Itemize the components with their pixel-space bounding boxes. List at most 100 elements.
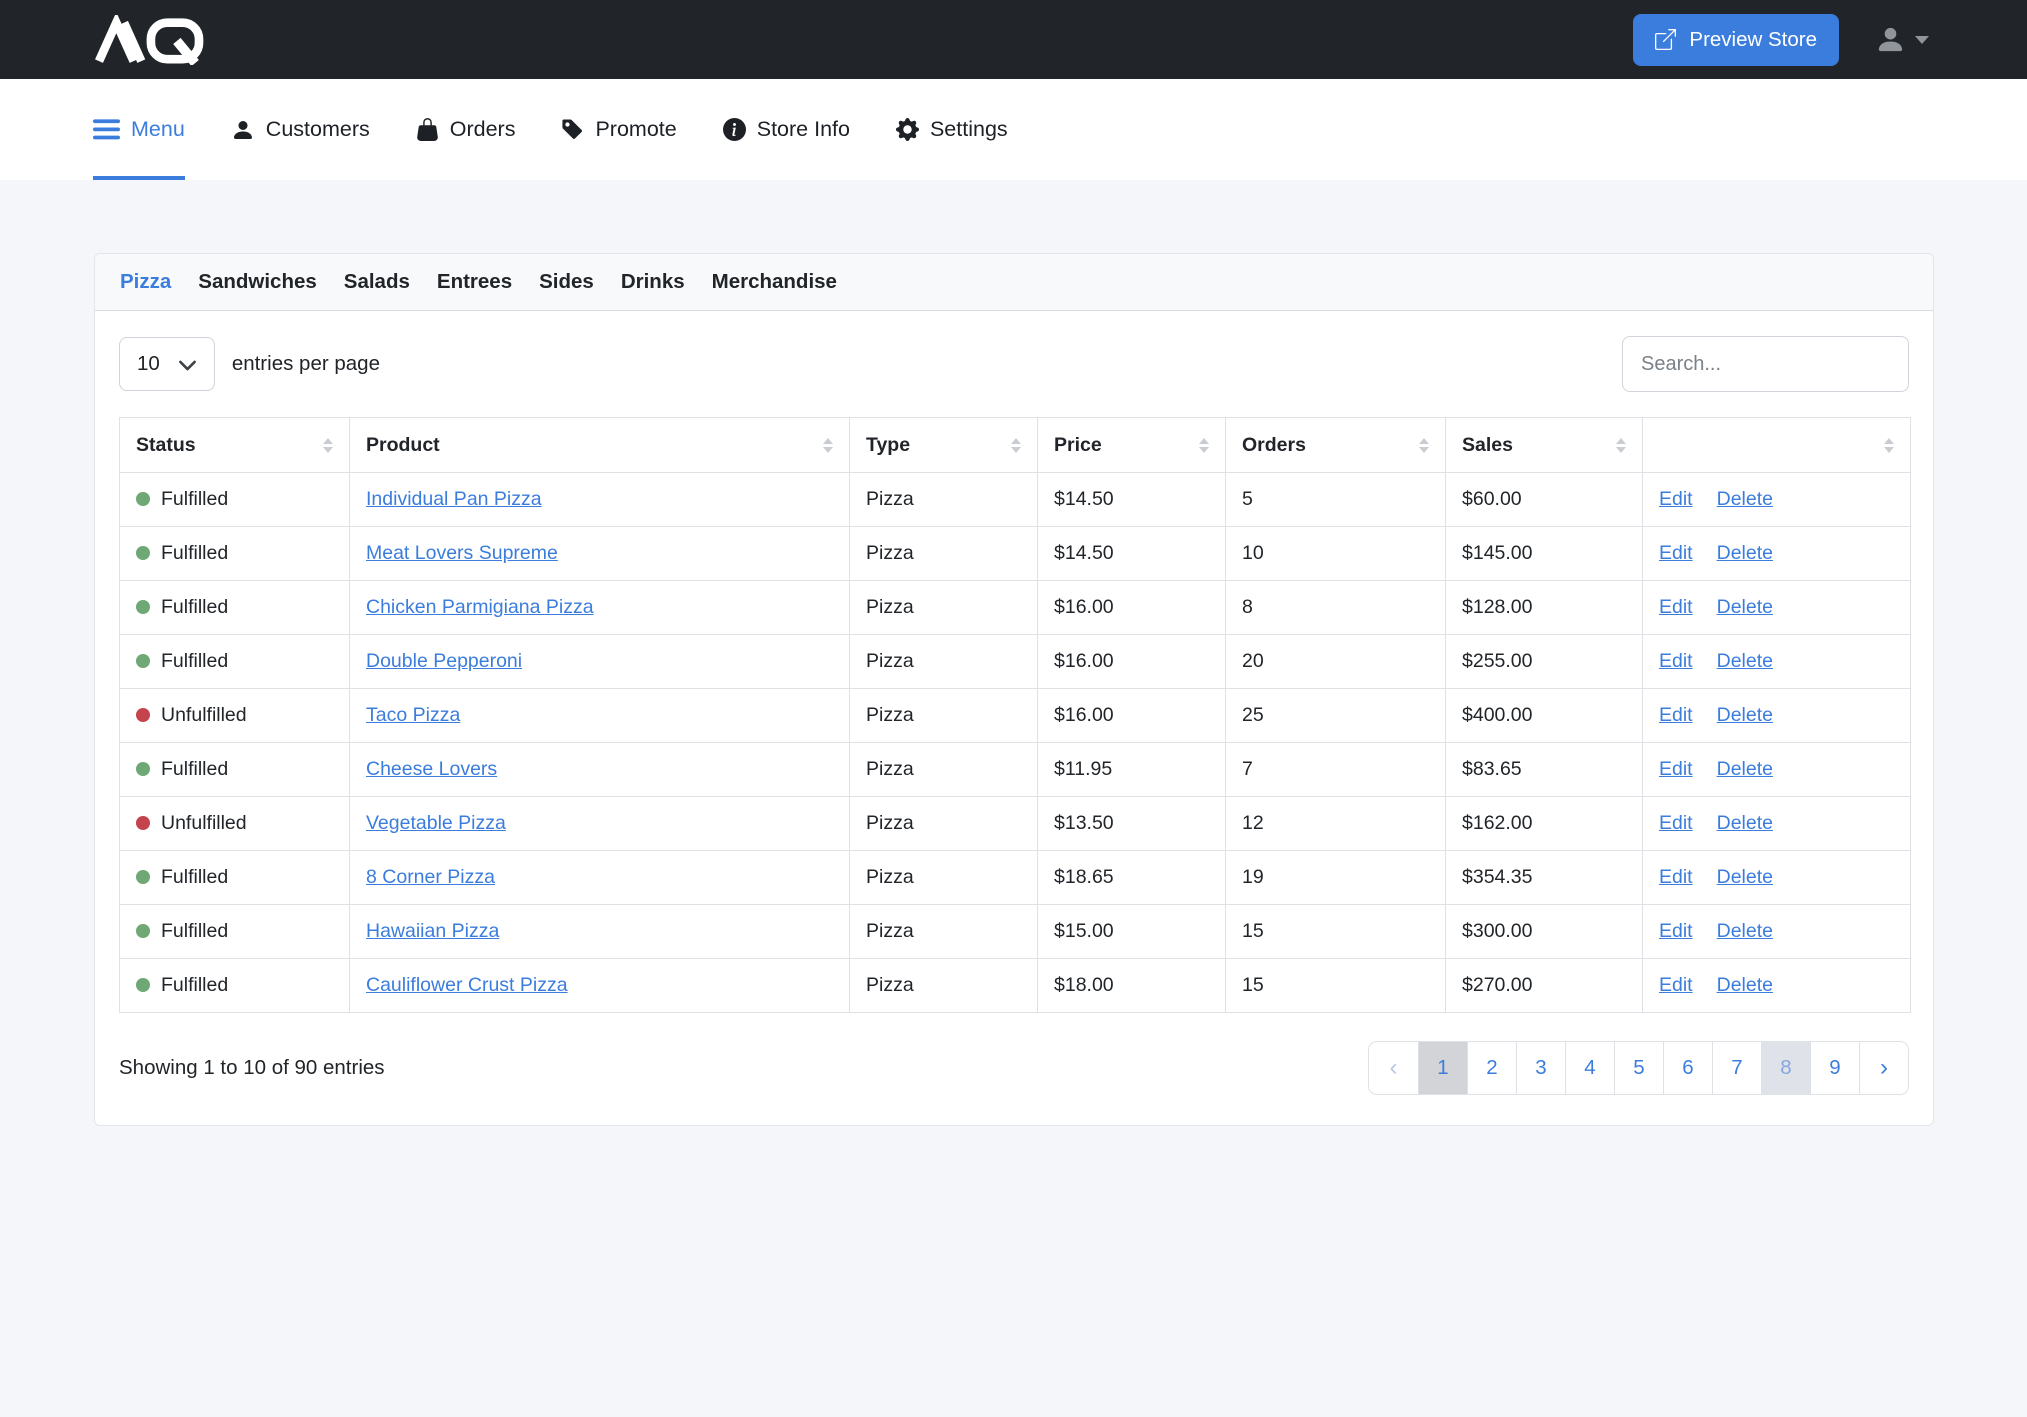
column-label: Type bbox=[866, 433, 911, 456]
product-link[interactable]: 8 Corner Pizza bbox=[366, 866, 495, 888]
nav-item-store-info[interactable]: Store Info bbox=[722, 79, 850, 180]
delete-link[interactable]: Delete bbox=[1716, 650, 1773, 672]
type-cell: Pizza bbox=[849, 904, 1038, 959]
nav-item-menu[interactable]: Menu bbox=[93, 79, 185, 180]
delete-link[interactable]: Delete bbox=[1716, 974, 1773, 996]
price-cell: $16.00 bbox=[1037, 580, 1226, 635]
delete-link[interactable]: Delete bbox=[1716, 866, 1773, 888]
orders-cell: 7 bbox=[1225, 742, 1446, 797]
page-button-3[interactable]: 3 bbox=[1516, 1042, 1565, 1094]
product-link[interactable]: Vegetable Pizza bbox=[366, 812, 506, 834]
status-cell: Fulfilled bbox=[119, 958, 350, 1013]
price-cell: $18.00 bbox=[1037, 958, 1226, 1013]
status-dot bbox=[136, 762, 150, 776]
nav-item-orders[interactable]: Orders bbox=[416, 79, 515, 180]
tab-sides[interactable]: Sides bbox=[539, 270, 594, 293]
price-cell: $14.50 bbox=[1037, 472, 1226, 527]
page-button-1[interactable]: 1 bbox=[1418, 1042, 1467, 1094]
page-button-6[interactable]: 6 bbox=[1663, 1042, 1712, 1094]
type-cell: Pizza bbox=[849, 742, 1038, 797]
edit-link[interactable]: Edit bbox=[1659, 650, 1693, 672]
orders-cell: 20 bbox=[1225, 634, 1446, 689]
edit-link[interactable]: Edit bbox=[1659, 704, 1693, 726]
column-header-sales[interactable]: Sales bbox=[1445, 417, 1643, 473]
edit-link[interactable]: Edit bbox=[1659, 812, 1693, 834]
delete-link[interactable]: Delete bbox=[1716, 488, 1773, 510]
nav-item-label: Promote bbox=[595, 117, 677, 141]
tab-entrees[interactable]: Entrees bbox=[436, 270, 513, 293]
edit-link[interactable]: Edit bbox=[1659, 866, 1693, 888]
user-menu-button[interactable] bbox=[1875, 24, 1929, 55]
status-cell: Fulfilled bbox=[119, 580, 350, 635]
prev-page-button[interactable]: ‹ bbox=[1389, 1054, 1398, 1081]
table-row: Unfulfilled Taco Pizza Pizza $16.00 25 $400.0… bbox=[119, 688, 1911, 743]
status-cell: Fulfilled bbox=[119, 850, 350, 905]
actions-cell: Edit Delete bbox=[1642, 742, 1911, 797]
product-cell: Double Pepperoni bbox=[349, 634, 850, 689]
info-icon bbox=[722, 118, 746, 141]
topbar-right: Preview Store bbox=[1633, 13, 1929, 66]
status-cell: Fulfilled bbox=[119, 526, 350, 581]
delete-link[interactable]: Delete bbox=[1716, 596, 1773, 618]
product-link[interactable]: Cauliflower Crust Pizza bbox=[366, 974, 568, 996]
search-input[interactable] bbox=[1622, 336, 1909, 392]
product-link[interactable]: Individual Pan Pizza bbox=[366, 488, 542, 510]
page-button-4[interactable]: 4 bbox=[1565, 1042, 1614, 1094]
tab-drinks[interactable]: Drinks bbox=[620, 270, 685, 293]
tab-merchandise[interactable]: Merchandise bbox=[711, 270, 837, 293]
nav-item-promote[interactable]: Promote bbox=[561, 79, 677, 180]
edit-link[interactable]: Edit bbox=[1659, 488, 1693, 510]
delete-link[interactable]: Delete bbox=[1716, 704, 1773, 726]
sales-cell: $400.00 bbox=[1445, 688, 1643, 743]
column-header-type[interactable]: Type bbox=[849, 417, 1038, 473]
tab-sandwiches[interactable]: Sandwiches bbox=[198, 270, 317, 293]
sort-icon bbox=[323, 437, 333, 453]
next-page-button[interactable]: › bbox=[1859, 1042, 1908, 1094]
preview-store-label: Preview Store bbox=[1689, 27, 1817, 51]
page-button-9[interactable]: 9 bbox=[1810, 1042, 1859, 1094]
logo[interactable] bbox=[88, 14, 210, 65]
table-row: Fulfilled Cauliflower Crust Pizza Pizza $18… bbox=[119, 958, 1911, 1013]
menu-card: Pizza Sandwiches Salads Entrees Sides Drinks M… bbox=[94, 253, 1934, 1126]
nav-item-settings[interactable]: Settings bbox=[895, 79, 1008, 180]
delete-link[interactable]: Delete bbox=[1716, 758, 1773, 780]
gear-icon bbox=[895, 118, 919, 141]
type-cell: Pizza bbox=[849, 526, 1038, 581]
preview-store-button[interactable]: Preview Store bbox=[1633, 13, 1839, 66]
product-link[interactable]: Taco Pizza bbox=[366, 704, 461, 726]
page-button-8[interactable]: 8 bbox=[1761, 1042, 1810, 1094]
edit-link[interactable]: Edit bbox=[1659, 974, 1693, 996]
delete-link[interactable]: Delete bbox=[1716, 542, 1773, 564]
price-cell: $13.50 bbox=[1037, 796, 1226, 851]
edit-link[interactable]: Edit bbox=[1659, 542, 1693, 564]
actions-cell: Edit Delete bbox=[1642, 904, 1911, 959]
menu-icon bbox=[93, 118, 120, 141]
page-button-5[interactable]: 5 bbox=[1614, 1042, 1663, 1094]
column-label: Sales bbox=[1462, 433, 1513, 456]
edit-link[interactable]: Edit bbox=[1659, 596, 1693, 618]
product-link[interactable]: Double Pepperoni bbox=[366, 650, 523, 672]
edit-link[interactable]: Edit bbox=[1659, 920, 1693, 942]
page-button-7[interactable]: 7 bbox=[1712, 1042, 1761, 1094]
product-link[interactable]: Meat Lovers Supreme bbox=[366, 542, 558, 564]
price-cell: $11.95 bbox=[1037, 742, 1226, 797]
page-button-2[interactable]: 2 bbox=[1467, 1042, 1516, 1094]
orders-cell: 25 bbox=[1225, 688, 1446, 743]
table-row: Fulfilled Double Pepperoni Pizza $16.00 20 $2… bbox=[119, 634, 1911, 689]
column-header-price[interactable]: Price bbox=[1037, 417, 1226, 473]
product-link[interactable]: Cheese Lovers bbox=[366, 758, 498, 780]
tab-salads[interactable]: Salads bbox=[343, 270, 410, 293]
product-link[interactable]: Chicken Parmigiana Pizza bbox=[366, 596, 594, 618]
status-dot bbox=[136, 816, 150, 830]
delete-link[interactable]: Delete bbox=[1716, 920, 1773, 942]
delete-link[interactable]: Delete bbox=[1716, 812, 1773, 834]
column-header-orders[interactable]: Orders bbox=[1225, 417, 1446, 473]
actions-cell: Edit Delete bbox=[1642, 958, 1911, 1013]
page-size-select[interactable]: 10 bbox=[119, 337, 215, 391]
column-header-product[interactable]: Product bbox=[349, 417, 850, 473]
product-link[interactable]: Hawaiian Pizza bbox=[366, 920, 500, 942]
column-header-status[interactable]: Status bbox=[119, 417, 350, 473]
edit-link[interactable]: Edit bbox=[1659, 758, 1693, 780]
tab-pizza[interactable]: Pizza bbox=[120, 270, 172, 293]
nav-item-customers[interactable]: Customers bbox=[231, 79, 370, 180]
